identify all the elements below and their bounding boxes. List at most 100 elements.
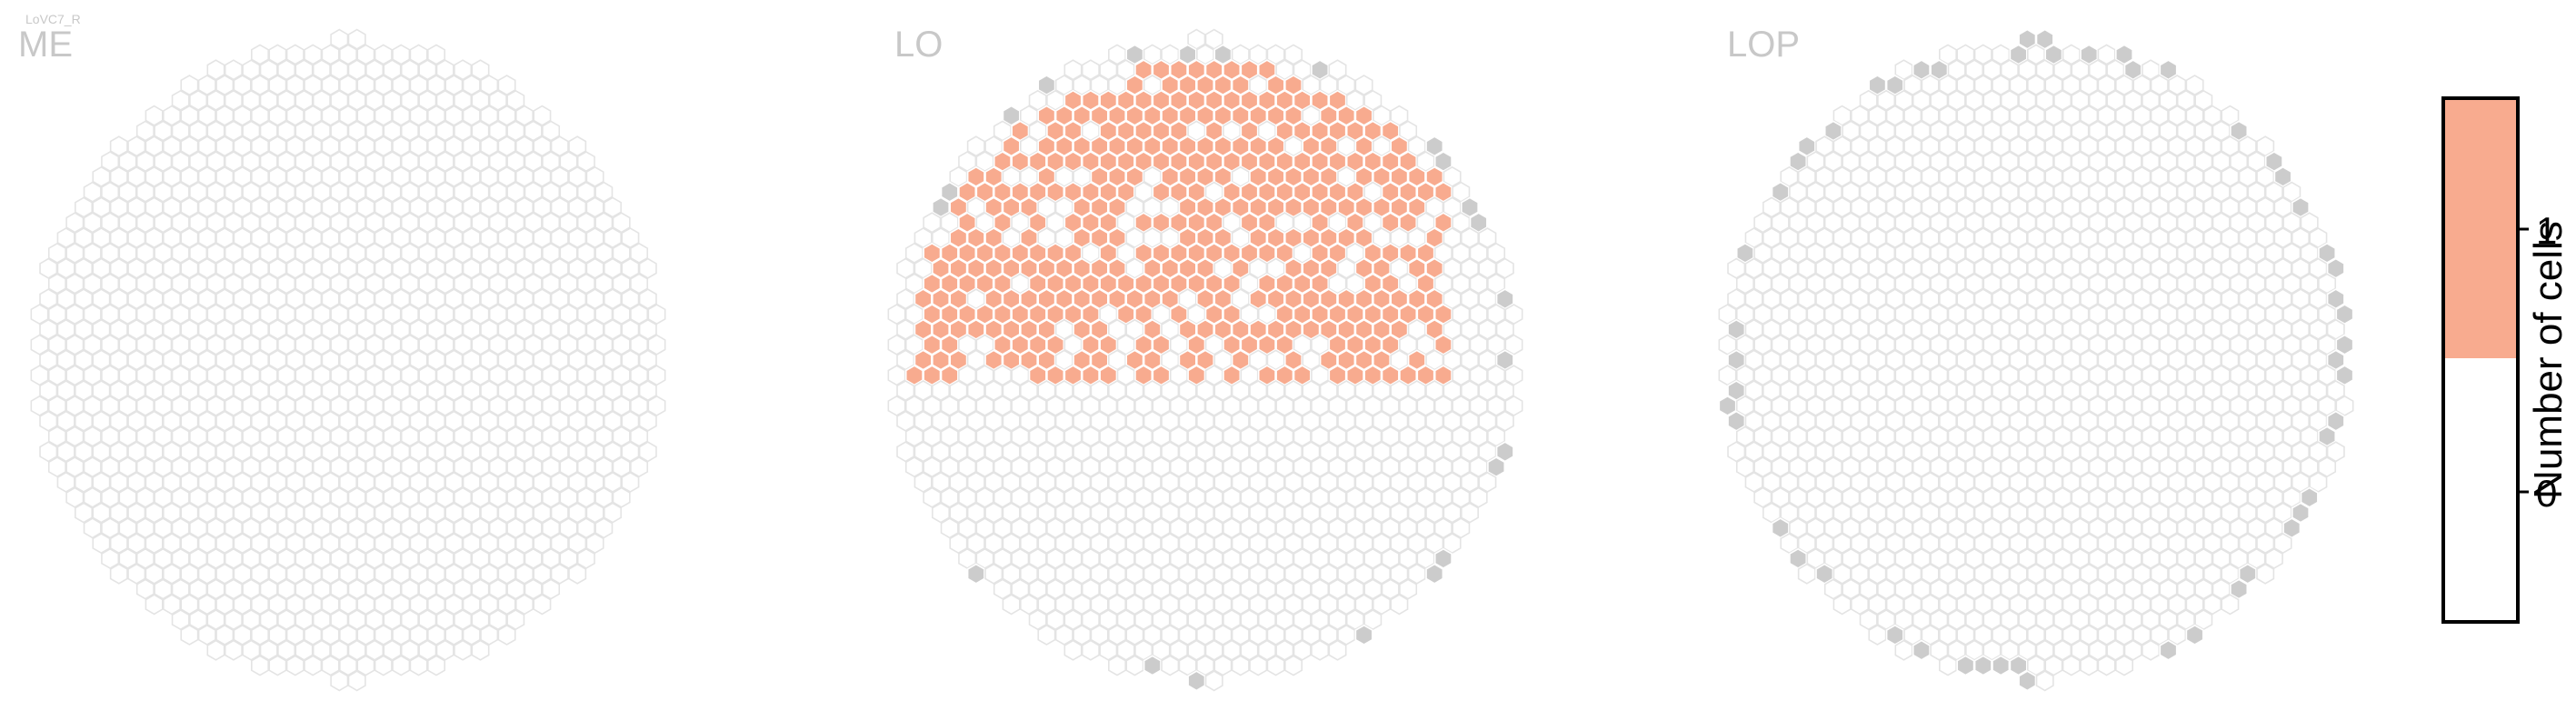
hex-column-empty (444, 75, 464, 96)
hex-column-count-1 (1249, 135, 1268, 157)
hex-column-count-1 (1169, 212, 1188, 234)
hex-column-empty (259, 395, 278, 416)
hex-column-empty (1257, 426, 1276, 447)
hex-column-empty (347, 395, 366, 416)
hex-column-count-1 (1081, 273, 1100, 295)
hex-column-empty (171, 426, 190, 447)
hex-column-empty (958, 486, 977, 508)
hex-column-empty (400, 120, 419, 142)
hex-column-count-1 (940, 365, 959, 386)
hex-column-edge (1973, 655, 1992, 676)
hex-column-empty (2062, 410, 2081, 432)
hex-column-edge (2300, 486, 2319, 508)
hex-column-empty (295, 395, 314, 416)
hex-column-empty (251, 380, 269, 402)
hex-column-empty (1842, 334, 1861, 355)
hex-column-empty (339, 44, 357, 65)
hex-column-count-1 (1108, 227, 1126, 249)
hex-column-empty (312, 426, 331, 447)
hex-column-empty (559, 242, 578, 264)
hex-column-empty (400, 151, 419, 173)
hex-column-empty (488, 89, 507, 111)
hex-column-empty (506, 395, 525, 416)
hex-column-count-1 (1169, 120, 1188, 142)
hex-column-empty (1903, 624, 1922, 646)
hex-column-empty (1223, 578, 1242, 600)
hex-column-empty (268, 135, 287, 157)
hex-column-count-1 (1213, 165, 1233, 187)
hex-column-empty (418, 578, 437, 600)
hex-column-count-1 (1363, 120, 1383, 142)
hex-column-empty (277, 273, 296, 295)
hex-column-empty (1939, 563, 1957, 585)
hex-column-empty (1912, 89, 1931, 111)
hex-column-empty (2018, 273, 2037, 295)
hex-column-count-1 (1416, 365, 1435, 386)
hex-column-empty (2221, 349, 2240, 371)
hex-column-count-1 (1213, 75, 1233, 96)
hex-column-empty (135, 304, 155, 325)
hex-column-empty (189, 151, 208, 173)
hex-column-count-1 (1354, 349, 1373, 371)
hex-column-empty (550, 533, 569, 555)
hex-column-count-1 (1011, 242, 1030, 264)
hex-column-empty (940, 486, 959, 508)
hex-column-empty (39, 349, 58, 371)
hex-column-empty (2176, 181, 2195, 203)
hex-column-empty (1390, 257, 1409, 279)
hex-column-empty (621, 410, 640, 432)
hex-column-empty (2212, 517, 2231, 539)
hex-column-empty (480, 165, 499, 187)
hex-column-empty (506, 89, 525, 111)
hex-column-edge (1797, 135, 1816, 157)
hex-column-empty (268, 318, 287, 340)
hex-column-empty (1877, 334, 1896, 355)
hex-column-empty (2159, 456, 2178, 478)
hex-column-empty (1956, 624, 1975, 646)
hex-column-count-1 (1266, 105, 1285, 126)
hex-column-count-1 (1416, 181, 1435, 203)
hex-column-empty (189, 365, 208, 386)
hex-column-edge (1735, 242, 1754, 264)
hex-column-empty (2150, 624, 2169, 646)
hex-column-empty (1399, 273, 1418, 295)
hex-column-count-1 (966, 257, 985, 279)
hex-column-count-1 (1152, 181, 1171, 203)
hex-column-empty (1973, 471, 1992, 493)
hex-column-empty (896, 257, 915, 279)
hex-column-empty (2203, 563, 2222, 585)
hex-column-count-1 (1125, 135, 1144, 157)
hex-column-edge (1311, 59, 1330, 81)
hex-column-empty (409, 349, 428, 371)
hex-column-count-1 (1090, 165, 1109, 187)
hex-column-empty (206, 151, 225, 173)
hex-column-empty (1249, 471, 1268, 493)
hex-column-empty (1108, 75, 1126, 96)
hex-column-count-1 (1284, 196, 1303, 218)
hex-column-edge (2326, 349, 2345, 371)
hex-column-empty (154, 273, 173, 295)
hex-column-empty (2123, 517, 2142, 539)
hex-column-count-1 (1125, 105, 1144, 126)
hex-column-count-1 (1063, 304, 1083, 325)
hex-column-count-1 (1090, 196, 1109, 218)
hex-column-empty (435, 609, 454, 631)
hex-column-empty (2142, 304, 2161, 325)
hex-column-empty (2000, 517, 2019, 539)
hex-column-empty (365, 304, 384, 325)
hex-column-empty (454, 456, 473, 478)
hex-column-count-1 (1178, 227, 1197, 249)
hex-column-count-1 (923, 273, 942, 295)
hex-column-empty (533, 257, 552, 279)
hex-column-empty (1859, 365, 1878, 386)
hex-column-count-1 (958, 273, 977, 295)
hex-column-empty (2053, 547, 2072, 569)
hex-column-empty (480, 75, 499, 96)
hex-column-empty (2062, 380, 2081, 402)
hex-column-empty (1495, 380, 1514, 402)
hex-column-empty (1416, 517, 1435, 539)
hex-column-empty (2009, 502, 2028, 524)
hex-column-count-1 (1134, 59, 1153, 81)
hex-column-empty (400, 365, 419, 386)
hex-column-empty (2203, 533, 2222, 555)
